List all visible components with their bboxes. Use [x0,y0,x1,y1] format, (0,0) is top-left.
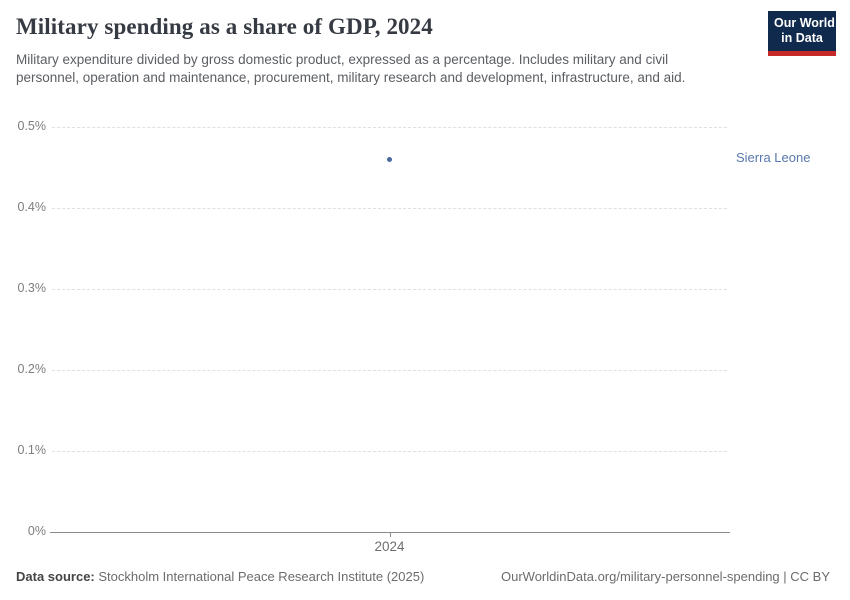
page-title: Military spending as a share of GDP, 202… [16,14,433,39]
y-gridline [52,370,727,371]
chart-subtitle: Military expenditure divided by gross do… [16,52,686,86]
y-gridline [52,208,727,209]
data-source[interactable]: Data source: Stockholm International Pea… [16,569,424,584]
y-axis-tick-label: 0.2% [17,362,47,376]
data-source-value: Stockholm International Peace Research I… [98,569,425,584]
data-source-label: Data source: [16,569,95,584]
y-gridline [52,289,727,290]
data-point-sierra-leone[interactable] [387,156,392,162]
y-axis-tick-label: 0.4% [17,200,47,214]
y-gridline [52,127,727,128]
y-axis-tick-label: 0% [27,524,46,538]
x-axis-tick-mark [389,532,391,537]
x-axis-tick-label: 2024 [374,539,405,554]
entity-label-sierra-leone[interactable]: Sierra Leone [736,150,811,166]
y-axis-tick-label: 0.5% [17,119,47,133]
y-axis-tick-label: 0.3% [17,281,47,295]
owid-logo-line2: in Data [781,31,823,46]
chart-footer: Data source: Stockholm International Pea… [16,569,830,584]
owid-logo[interactable]: Our World in Data [768,11,836,56]
owid-logo-line1: Our World [774,16,835,30]
y-axis-tick-label: 0.1% [17,443,47,457]
y-gridline [52,451,727,452]
attribution-link[interactable]: OurWorldinData.org/military-personnel-sp… [501,569,830,584]
